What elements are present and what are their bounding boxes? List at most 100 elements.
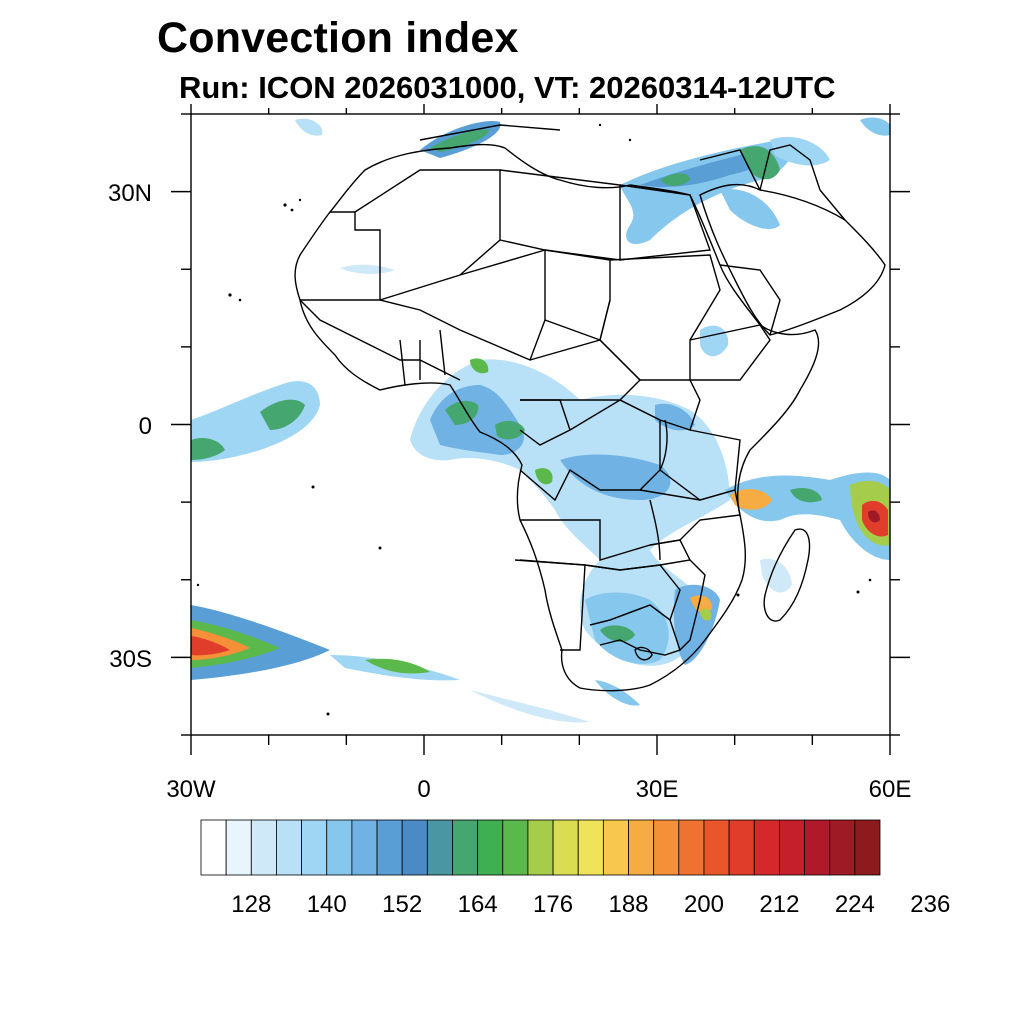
border <box>379 249 546 361</box>
colorbar-swatch <box>527 819 554 876</box>
border <box>659 419 668 471</box>
convection-area <box>868 510 880 523</box>
convection-area <box>470 690 590 723</box>
border <box>399 329 446 386</box>
lon-label-60e: 60E <box>869 776 912 803</box>
lon-label-30w: 30W <box>166 776 216 803</box>
colorbar-label: 236 <box>910 891 950 918</box>
colorbar-swatch <box>703 819 730 876</box>
border <box>619 184 711 261</box>
colorbar-swatch <box>426 819 453 876</box>
convection-area <box>595 680 640 706</box>
border <box>544 249 611 341</box>
convection-area <box>860 117 890 136</box>
country-boundaries <box>294 124 886 692</box>
colorbar-label: 140 <box>307 891 347 918</box>
colorbar-label: 164 <box>458 891 498 918</box>
convection-area <box>660 173 690 186</box>
map-subtitle: Run: ICON 2026031000, VT: 20260314-12UTC <box>179 70 836 105</box>
convection-area <box>295 118 323 136</box>
colorbar-label: 176 <box>533 891 573 918</box>
border <box>300 211 381 301</box>
island-specks <box>196 123 872 716</box>
colorbar <box>200 819 881 876</box>
colorbar-swatch <box>477 819 504 876</box>
colorbar-swatch <box>728 819 755 876</box>
colorbar-label: 188 <box>608 891 648 918</box>
border <box>649 499 661 561</box>
lon-label-30e: 30E <box>636 776 679 803</box>
colorbar-label: 200 <box>684 891 724 918</box>
border <box>499 169 621 261</box>
border <box>819 189 846 221</box>
convection-area <box>655 403 695 431</box>
colorbar-swatch <box>276 819 302 876</box>
map-plot-area <box>191 117 890 723</box>
convection-area <box>730 488 772 510</box>
colorbar-swatch <box>351 819 378 876</box>
border <box>519 559 586 651</box>
border <box>689 324 771 381</box>
convection-area <box>191 438 225 460</box>
convection-area <box>690 595 712 613</box>
colorbar-swatch <box>628 819 655 876</box>
border <box>759 144 821 191</box>
colorbar-swatch <box>804 819 831 876</box>
convection-area <box>700 608 712 621</box>
colorbar-swatch <box>678 819 705 876</box>
lat-label-0: 0 <box>139 413 152 440</box>
convection-area <box>495 420 525 440</box>
colorbar-swatch <box>602 819 629 876</box>
colorbar-swatch <box>854 819 881 876</box>
colorbar-label: 128 <box>231 891 271 918</box>
border <box>599 254 721 381</box>
convection-area <box>430 129 490 152</box>
convection-area <box>445 400 479 425</box>
colorbar-swatch <box>502 819 529 876</box>
colorbar-swatch <box>829 819 856 876</box>
colorbar-labels: 128 140 152 164 176 188 200 212 224 236 <box>231 891 950 918</box>
colorbar-swatch <box>301 819 328 876</box>
convection-area <box>790 488 822 503</box>
convection-area <box>191 636 230 656</box>
convection-area <box>470 358 489 374</box>
colorbar-swatch <box>653 819 680 876</box>
africa-coastline <box>294 143 820 692</box>
colorbar-swatch <box>250 819 277 876</box>
colorbar-label: 212 <box>759 891 799 918</box>
border <box>354 169 501 301</box>
convection-area <box>600 625 635 642</box>
border <box>299 299 461 381</box>
map-title: Convection index <box>157 14 519 62</box>
colorbar-swatch <box>376 819 403 876</box>
border <box>589 604 681 656</box>
madagascar-coastline <box>763 528 811 622</box>
colorbar-swatch <box>779 819 805 876</box>
convection-area <box>770 136 830 166</box>
border <box>719 264 781 336</box>
convection-area <box>700 325 729 357</box>
convection-field-layer <box>191 117 890 723</box>
axis-ticks <box>171 104 910 755</box>
colorbar-swatch <box>452 819 479 876</box>
convection-area <box>260 399 305 430</box>
colorbar-swatch <box>401 819 428 876</box>
lat-label-30s: 30S <box>109 646 152 673</box>
convection-area <box>340 264 395 274</box>
border <box>679 559 706 651</box>
border <box>699 149 761 191</box>
lat-label-30n: 30N <box>108 180 152 207</box>
colorbar-swatch <box>753 819 780 876</box>
lon-axis-labels: 30W 0 30E 60E <box>166 776 911 803</box>
convection-area <box>365 658 430 674</box>
lon-label-0: 0 <box>417 776 430 803</box>
colorbar-swatch <box>326 819 353 876</box>
convection-area <box>740 146 780 180</box>
colorbar-swatch <box>552 819 579 876</box>
colorbar-swatch <box>200 819 227 876</box>
border <box>419 124 561 141</box>
convection-area <box>560 454 671 500</box>
convection-area <box>720 189 780 230</box>
lat-axis-labels: 30N 0 30S <box>108 180 152 673</box>
border <box>634 646 653 661</box>
